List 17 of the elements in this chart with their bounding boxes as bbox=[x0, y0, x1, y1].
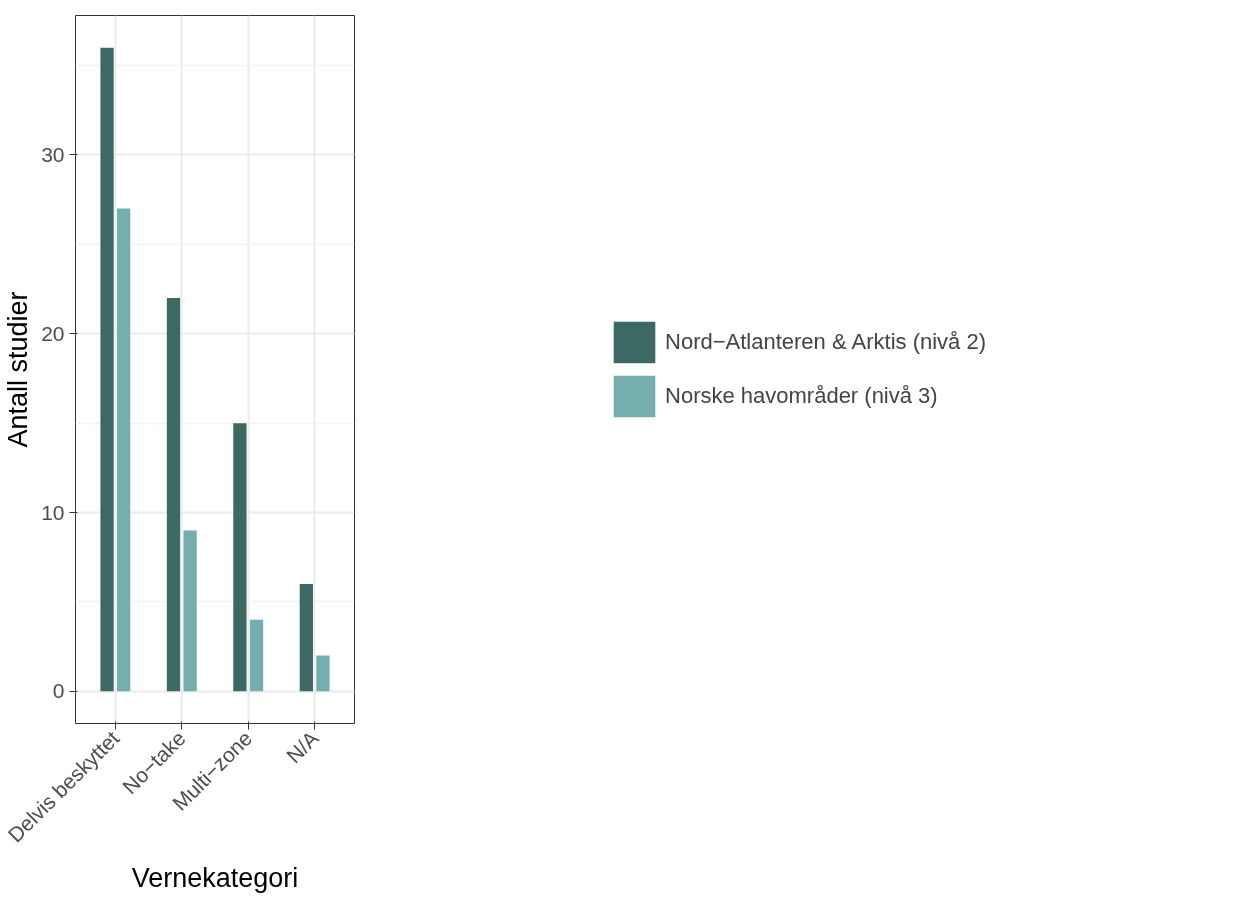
y-tick-label: 0 bbox=[52, 679, 65, 703]
bar bbox=[166, 297, 181, 692]
bar bbox=[183, 530, 197, 692]
y-axis-title: Antall studier bbox=[3, 291, 34, 448]
bar bbox=[117, 208, 131, 692]
bar bbox=[233, 423, 247, 692]
legend-label: Nord−Atlanteren & Arktis (nivå 2) bbox=[665, 329, 986, 355]
y-tick-label: 10 bbox=[41, 500, 65, 524]
x-tick-label: N/A bbox=[281, 726, 323, 768]
y-tick-label: 30 bbox=[41, 142, 65, 166]
y-tick-label: 20 bbox=[41, 321, 65, 345]
bar bbox=[316, 655, 330, 692]
bar bbox=[100, 47, 114, 692]
x-axis-title: Vernekategori bbox=[131, 862, 299, 893]
bar bbox=[249, 619, 264, 692]
bar bbox=[299, 584, 313, 692]
legend-label: Norske havområder (nivå 3) bbox=[665, 383, 938, 409]
